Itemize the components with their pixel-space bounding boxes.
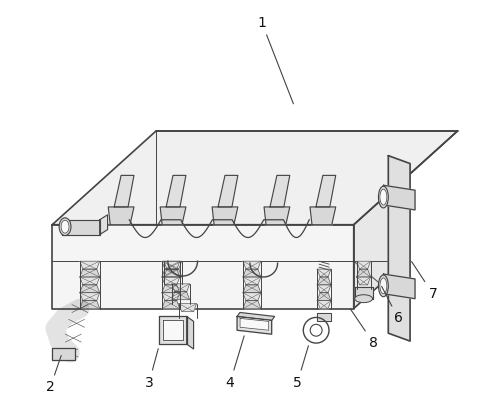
Text: 4: 4 bbox=[226, 336, 244, 389]
Polygon shape bbox=[162, 293, 180, 301]
Polygon shape bbox=[172, 284, 190, 292]
Polygon shape bbox=[240, 318, 269, 330]
Polygon shape bbox=[114, 175, 134, 207]
Polygon shape bbox=[52, 131, 457, 225]
Polygon shape bbox=[357, 269, 370, 277]
Polygon shape bbox=[355, 287, 372, 299]
Polygon shape bbox=[383, 274, 415, 299]
Ellipse shape bbox=[379, 275, 388, 297]
Polygon shape bbox=[164, 261, 182, 269]
Polygon shape bbox=[80, 261, 100, 269]
Polygon shape bbox=[316, 175, 336, 207]
Polygon shape bbox=[237, 316, 272, 334]
Ellipse shape bbox=[61, 220, 69, 233]
Polygon shape bbox=[243, 285, 261, 293]
Polygon shape bbox=[164, 269, 182, 277]
Text: 6: 6 bbox=[382, 287, 402, 326]
Polygon shape bbox=[357, 277, 370, 285]
Polygon shape bbox=[162, 277, 180, 285]
Text: 5: 5 bbox=[293, 346, 309, 389]
Polygon shape bbox=[317, 293, 331, 301]
Polygon shape bbox=[160, 207, 186, 225]
Polygon shape bbox=[52, 225, 354, 309]
Ellipse shape bbox=[59, 218, 71, 236]
Text: 7: 7 bbox=[412, 262, 437, 301]
Polygon shape bbox=[162, 261, 180, 269]
Polygon shape bbox=[243, 301, 261, 309]
Polygon shape bbox=[357, 261, 370, 269]
Polygon shape bbox=[159, 316, 187, 344]
Polygon shape bbox=[317, 313, 331, 322]
Polygon shape bbox=[187, 316, 193, 349]
Text: 3: 3 bbox=[145, 349, 158, 389]
Polygon shape bbox=[212, 207, 238, 225]
Polygon shape bbox=[388, 155, 410, 341]
Polygon shape bbox=[243, 293, 261, 301]
Ellipse shape bbox=[380, 189, 387, 205]
Polygon shape bbox=[62, 220, 100, 234]
Polygon shape bbox=[218, 175, 238, 207]
Polygon shape bbox=[317, 277, 331, 285]
Polygon shape bbox=[163, 320, 183, 340]
Text: 8: 8 bbox=[350, 309, 378, 350]
Text: 1: 1 bbox=[258, 15, 294, 104]
Polygon shape bbox=[243, 261, 261, 269]
Polygon shape bbox=[172, 292, 190, 300]
Polygon shape bbox=[166, 175, 186, 207]
Polygon shape bbox=[52, 348, 75, 360]
Polygon shape bbox=[162, 301, 180, 309]
Polygon shape bbox=[80, 301, 100, 309]
Ellipse shape bbox=[379, 186, 388, 208]
Polygon shape bbox=[264, 207, 290, 225]
Text: 2: 2 bbox=[46, 356, 61, 394]
Polygon shape bbox=[354, 183, 400, 309]
Polygon shape bbox=[383, 185, 415, 210]
Polygon shape bbox=[317, 269, 331, 277]
Polygon shape bbox=[243, 277, 261, 285]
Polygon shape bbox=[310, 207, 336, 225]
Polygon shape bbox=[80, 269, 100, 277]
Polygon shape bbox=[80, 277, 100, 285]
Ellipse shape bbox=[355, 295, 372, 303]
Polygon shape bbox=[243, 269, 261, 277]
Polygon shape bbox=[179, 304, 196, 311]
Ellipse shape bbox=[380, 278, 387, 294]
Polygon shape bbox=[317, 285, 331, 293]
Polygon shape bbox=[100, 215, 107, 234]
Polygon shape bbox=[80, 293, 100, 301]
Polygon shape bbox=[162, 269, 180, 277]
Polygon shape bbox=[270, 175, 290, 207]
Polygon shape bbox=[108, 207, 134, 225]
Polygon shape bbox=[162, 285, 180, 293]
Polygon shape bbox=[237, 313, 275, 320]
Polygon shape bbox=[317, 301, 331, 309]
Polygon shape bbox=[80, 285, 100, 293]
